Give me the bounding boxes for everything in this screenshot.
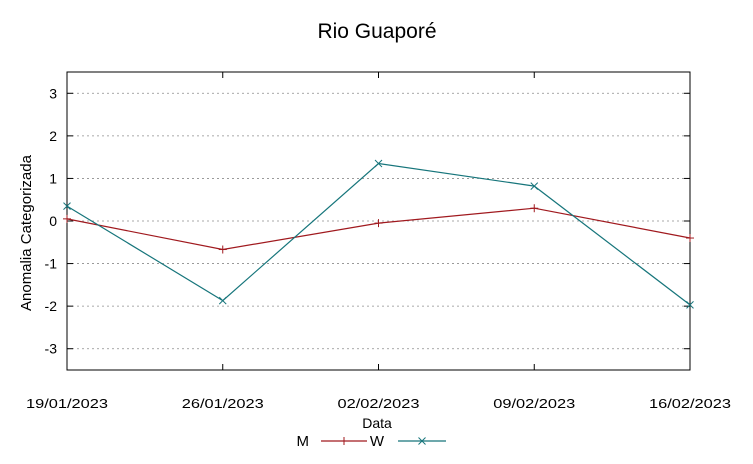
x-tick-label: 16/02/2023 (649, 396, 731, 411)
legend-marker-w (418, 437, 426, 445)
legend-label-w: W (370, 433, 385, 450)
x-axis-ticks: 19/01/2023 26/01/2023 02/02/2023 09/02/2023… (26, 72, 731, 411)
data-point-w (63, 202, 71, 210)
legend-label-m: M (297, 433, 310, 450)
y-tick-label: -3 (45, 341, 58, 357)
series-m (63, 204, 694, 254)
y-tick-label: 1 (49, 170, 57, 186)
x-tick-label: 09/02/2023 (493, 396, 575, 411)
x-tick-label: 02/02/2023 (338, 396, 420, 411)
x-tick-label: 26/01/2023 (182, 396, 264, 411)
series-w (63, 159, 694, 309)
y-tick-label: 3 (49, 85, 57, 101)
data-point-w (530, 182, 539, 190)
data-point-w (218, 296, 227, 305)
y-tick-label: -1 (45, 256, 58, 272)
data-point-w (374, 159, 383, 168)
x-tick-label: 19/01/2023 (26, 396, 108, 411)
series-line-w (66, 162, 691, 306)
chart-title: Rio Guaporé (317, 20, 436, 43)
y-tick-label: 2 (49, 128, 57, 144)
y-tick-label: -2 (45, 298, 58, 314)
x-axis-label: Data (362, 415, 392, 431)
y-axis-ticks: 3 2 1 0 -1 -2 -3 (45, 85, 690, 357)
data-point-w (686, 301, 694, 309)
y-axis-label: Anomalia Categorizada (18, 154, 35, 311)
y-tick-label: 0 (49, 213, 57, 229)
series-line-m (66, 207, 691, 251)
series-lines (63, 159, 694, 309)
